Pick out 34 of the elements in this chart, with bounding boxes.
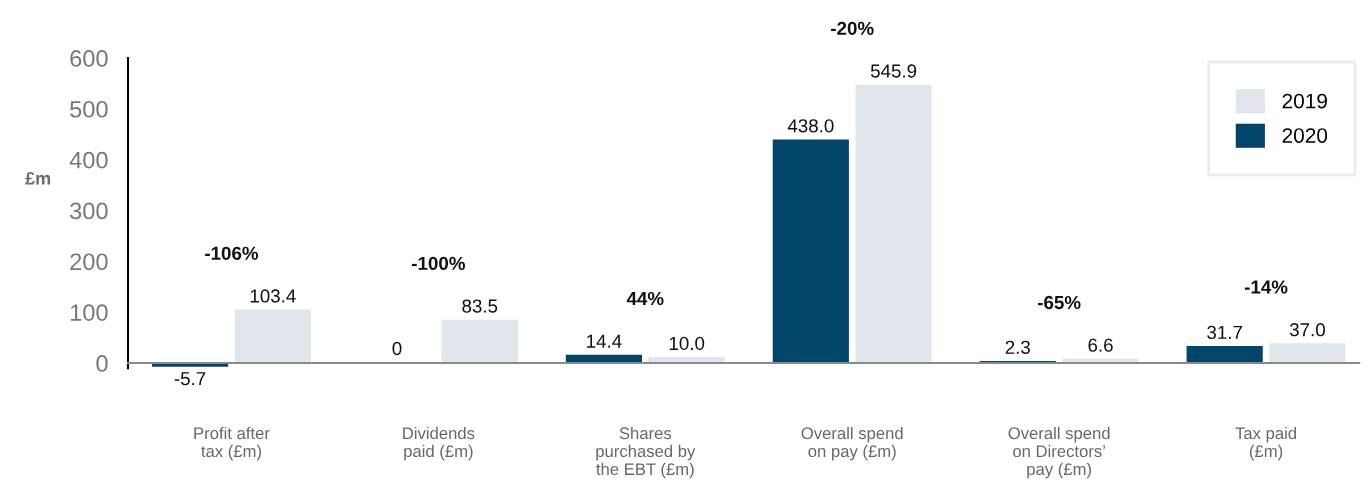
- y-tick-label: 100: [70, 304, 108, 321]
- y-tick-label: 300: [70, 202, 108, 220]
- x-tick-label: Overall spend on Directors’ pay (£m): [1008, 426, 1110, 479]
- data-label: 438.0: [787, 119, 834, 133]
- data-label: 545.9: [870, 64, 917, 78]
- annotation: -106%: [205, 246, 259, 260]
- annotation: -100%: [412, 256, 465, 271]
- annotation: -14%: [1244, 280, 1288, 294]
- legend-label: 2020: [1282, 128, 1328, 143]
- data-label: 37.0: [1289, 323, 1325, 337]
- data-label: 2.3: [1005, 340, 1030, 354]
- data-label: 14.4: [587, 334, 622, 348]
- data-label: -5.7: [174, 372, 206, 386]
- x-tick-label: Shares purchased by the EBT (£m): [596, 426, 696, 479]
- y-tick-label: 200: [70, 253, 108, 271]
- x-tick-label: Profit after tax (£m): [194, 426, 270, 461]
- x-tick-label: Dividends paid (£m): [403, 426, 475, 461]
- annotation: 44%: [626, 291, 664, 306]
- data-label: 0: [392, 341, 402, 356]
- legend-label: 2019: [1282, 93, 1327, 109]
- x-tick-label: Overall spend on pay (£m): [801, 426, 903, 461]
- y-axis-title: £m: [25, 171, 51, 185]
- y-tick-label: 0: [96, 355, 108, 372]
- data-label: 103.4: [250, 289, 296, 303]
- y-tick-label: 600: [70, 50, 108, 67]
- data-label: 83.5: [462, 299, 498, 313]
- data-label: 10.0: [669, 336, 705, 351]
- x-tick-label: Tax paid (£m): [1235, 426, 1297, 461]
- text: -20%: [831, 21, 874, 35]
- data-label: 31.7: [1207, 325, 1242, 340]
- y-tick-label: 400: [69, 151, 108, 169]
- data-label: 6.6: [1088, 338, 1113, 352]
- y-tick-label: 500: [70, 100, 108, 118]
- annotation: -65%: [1037, 295, 1081, 310]
